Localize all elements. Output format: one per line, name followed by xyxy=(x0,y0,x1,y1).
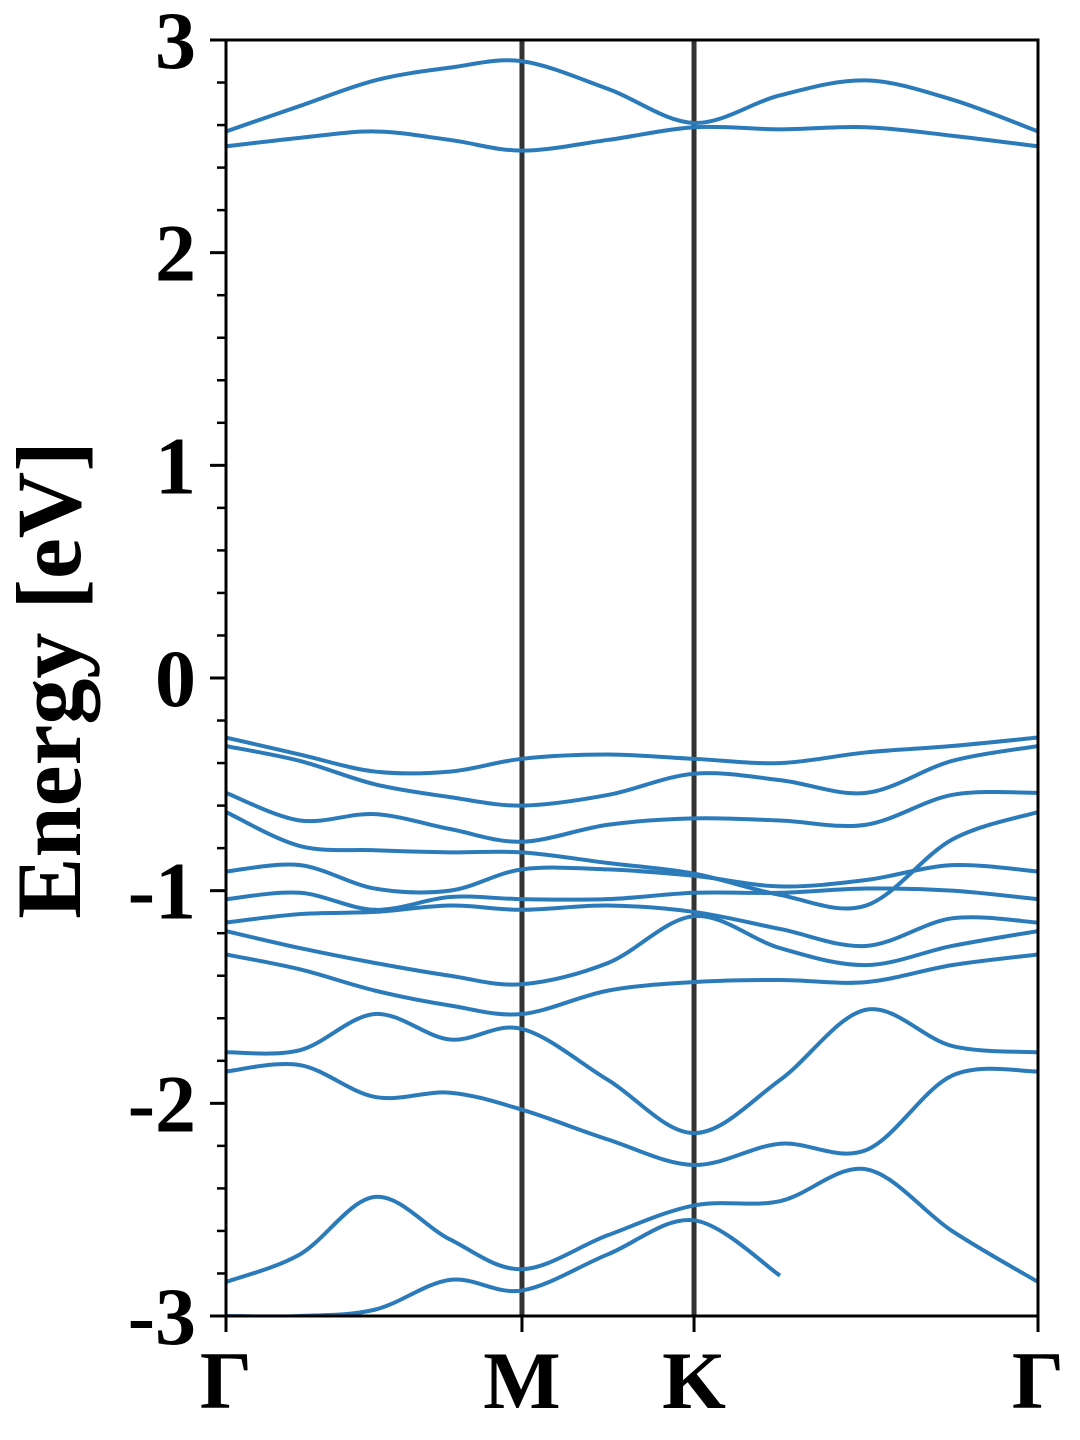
band-line xyxy=(226,1007,1038,1136)
y-tick-label: -1 xyxy=(128,846,196,937)
y-tick-label: -2 xyxy=(128,1058,196,1149)
band-line xyxy=(226,790,1038,844)
band-line xyxy=(226,914,1038,987)
x-tick-label: M xyxy=(483,1335,560,1426)
band-line xyxy=(226,952,1038,1017)
band-line xyxy=(226,886,1038,912)
band-line xyxy=(226,124,1038,153)
x-tick-label: K xyxy=(662,1335,726,1426)
band-line xyxy=(226,735,1038,776)
plot-area xyxy=(226,40,1038,1316)
y-tick-label: -3 xyxy=(128,1271,196,1362)
y-axis-label: Energy [eV] xyxy=(0,441,100,919)
band-line xyxy=(226,58,1038,134)
y-tick-label: 2 xyxy=(155,208,196,299)
x-tick-label: Γ xyxy=(1012,1335,1064,1426)
band-line xyxy=(226,903,1038,949)
band-line xyxy=(226,810,1038,911)
x-tick-label: Γ xyxy=(200,1335,252,1426)
band-line xyxy=(226,862,1038,895)
band-line xyxy=(226,1062,1038,1168)
band-line xyxy=(226,744,1038,808)
y-tick-label: 3 xyxy=(155,0,196,86)
plot-frame xyxy=(224,38,1040,1318)
y-tick-label: 1 xyxy=(155,420,196,511)
band-line xyxy=(226,1166,1038,1284)
y-tick-label: 0 xyxy=(155,633,196,724)
